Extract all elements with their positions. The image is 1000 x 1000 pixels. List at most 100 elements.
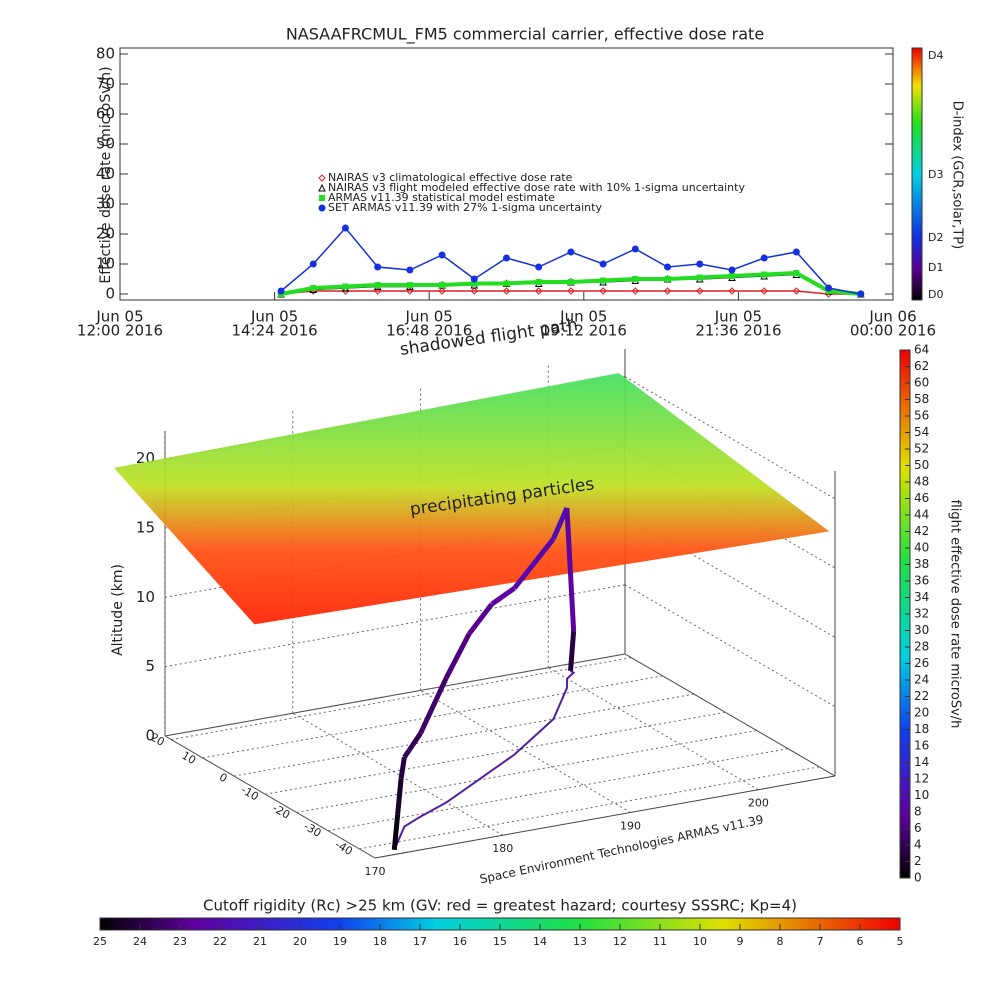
marker: [696, 287, 704, 295]
colorbar-tick-label: 0: [914, 871, 922, 885]
colorbar-tick-label: 2: [914, 854, 922, 868]
colorbar-tick-label: 22: [213, 935, 227, 948]
colorbar-tick-label: 20: [293, 935, 307, 948]
x-tick-label: 19:12 2016: [541, 322, 627, 340]
legend-marker: [319, 195, 325, 201]
colorbar-tick-label: 24: [914, 673, 929, 687]
colorbar-tick-label: 20: [914, 706, 929, 720]
y-axis-label: Effective dose rate (microSv/h): [98, 66, 114, 283]
grid-line: [624, 584, 836, 708]
y-tick-label: 10: [179, 749, 198, 767]
colorbar-tick-label: 6: [914, 821, 922, 835]
colorbar-tick-label: 28: [914, 640, 929, 654]
x-tick-label: 21:36 2016: [695, 322, 781, 340]
marker: [374, 282, 381, 288]
marker: [567, 248, 575, 256]
legend-marker: [318, 204, 326, 212]
colorbar-tick-label: 10: [693, 935, 707, 948]
x-tick-label: 14:24 2016: [232, 322, 318, 340]
colorbar-tick-label: 25: [93, 935, 107, 948]
series-line: [280, 290, 861, 295]
marker: [341, 224, 349, 232]
colorbar-tick-label: 14: [533, 935, 547, 948]
colorbar-tick-label: 46: [914, 491, 929, 505]
colorbar-tick-label: 16: [453, 935, 467, 948]
colorbar-tick-label: 18: [914, 722, 929, 736]
marker: [696, 274, 703, 281]
marker: [374, 263, 382, 271]
colorbar-tick-label: 52: [914, 442, 929, 456]
flight-segment: [531, 537, 556, 566]
x-tick-label: 170: [365, 865, 386, 878]
x-tick-label: Jun 06: [868, 308, 916, 326]
y-tick-label: 30: [96, 195, 115, 213]
y-tick-label: 40: [96, 165, 115, 183]
marker: [502, 287, 511, 295]
legend-label: ARMAS v11.39 statistical model estimate: [328, 191, 555, 204]
y-tick-label: 70: [96, 75, 115, 93]
marker: [760, 254, 768, 262]
x-tick-label: 180: [492, 842, 513, 855]
colorbar-tick-label: D4: [928, 49, 943, 62]
colorbar-tick-label: 19: [333, 935, 347, 948]
grid-line: [420, 690, 631, 813]
colorbar-tick-label: 58: [914, 392, 929, 406]
marker: [728, 287, 736, 295]
colorbar-tick-label: 24: [133, 935, 147, 948]
colorbar-tick-label: 17: [413, 935, 427, 948]
colorbar-tick-label: 6: [857, 935, 864, 948]
colorbar-tick-label: 11: [653, 935, 667, 948]
y-tick-label: 0: [105, 285, 115, 303]
legend-marker: [318, 183, 326, 192]
y-tick-label: 0: [217, 770, 230, 785]
y-tick-label: 60: [96, 105, 115, 123]
marker: [503, 254, 510, 262]
colorbar-tick-label: 22: [914, 689, 929, 703]
colorbar-tick-label: 21: [253, 935, 267, 948]
x-tick-label: 200: [748, 797, 769, 810]
marker: [664, 276, 671, 282]
flight-segment: [568, 630, 577, 672]
y-tick-label: -40: [333, 838, 355, 858]
z-tick-label: 5: [145, 657, 155, 675]
colorbar-tick-label: D1: [928, 261, 943, 274]
marker: [438, 287, 446, 295]
marker: [792, 248, 800, 256]
colorbar-tick-label: 4: [914, 838, 922, 852]
y-tick-label: -10: [239, 783, 261, 803]
shadow-path: [393, 669, 576, 851]
colorbar-tick-label: 36: [914, 574, 929, 588]
colorbar-tick-label: 10: [914, 788, 929, 802]
marker: [857, 290, 865, 298]
dose-colorbar-label: flight effective dose rate microSv/h: [948, 500, 963, 729]
marker: [470, 287, 478, 295]
y-tick-label: 50: [96, 135, 115, 153]
colorbar-tick-label: 7: [817, 935, 824, 948]
y-tick-label: 20: [96, 225, 115, 243]
x-tick-label: Jun 05: [405, 308, 453, 326]
grid-line: [292, 712, 504, 836]
grid-line: [548, 667, 759, 791]
marker: [631, 287, 640, 295]
colorbar-tick-label: 12: [914, 772, 929, 786]
marker: [309, 260, 317, 268]
marker: [342, 283, 349, 290]
marker: [793, 270, 800, 276]
marker: [535, 263, 543, 271]
marker: [503, 280, 510, 287]
marker: [631, 245, 639, 253]
marker: [696, 260, 704, 268]
colorbar-tick-label: D2: [928, 231, 943, 244]
colorbar-tick-label: 13: [573, 935, 587, 948]
grid-line: [265, 711, 726, 795]
colorbar-tick-label: 34: [914, 590, 929, 604]
marker: [439, 282, 446, 288]
marker: [792, 287, 801, 295]
chart-title: NASAAFRCMUL_FM5 commercial carrier, effe…: [286, 25, 764, 45]
grid-line: [624, 376, 836, 500]
legend-marker: [318, 174, 326, 182]
flight-segment: [490, 586, 516, 607]
colorbar-tick-label: 8: [777, 935, 784, 948]
y-tick-label: -20: [270, 801, 292, 821]
